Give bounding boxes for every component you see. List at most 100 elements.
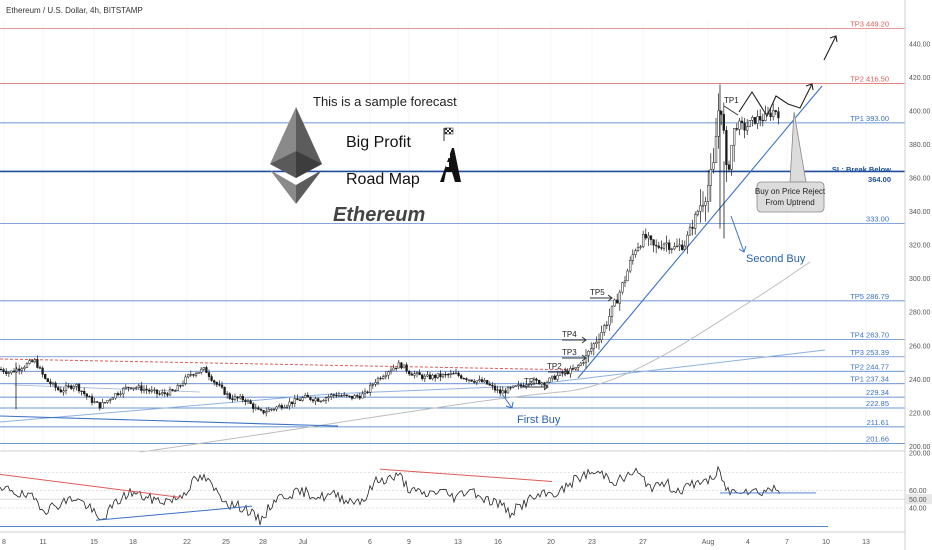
- candle-body-49: [127, 386, 130, 389]
- candle-body-263: [683, 245, 686, 250]
- finish-flag-icon: [443, 127, 454, 141]
- osc-red-trend-1: [0, 473, 181, 498]
- candle-body-78: [202, 367, 205, 370]
- candle-body-235: [610, 305, 614, 317]
- time-tick-10: 13: [454, 539, 462, 546]
- candle-body-94: [244, 399, 247, 402]
- candle-body-272: [707, 185, 710, 202]
- candle-body-196: [509, 387, 512, 389]
- candle-body-40: [103, 401, 107, 404]
- candle-body-36: [93, 401, 96, 403]
- price-tick-280: 280.00: [909, 310, 931, 317]
- candle-body-37: [96, 401, 99, 403]
- candle-body-183: [475, 380, 478, 383]
- candle-body-246: [639, 246, 642, 248]
- candle-body-293: [761, 119, 764, 122]
- candle-body-240: [623, 280, 627, 283]
- candle-body-34: [88, 396, 91, 398]
- candle-body-13: [33, 359, 36, 363]
- price-tick-300: 300.00: [909, 276, 931, 283]
- candle-body-278: [722, 114, 725, 131]
- candle-body-291: [756, 116, 759, 124]
- road-icon: [440, 148, 461, 182]
- candle-body-79: [205, 367, 208, 373]
- candle-body-143: [371, 384, 374, 386]
- candle-body-256: [665, 242, 668, 245]
- candle-body-250: [649, 235, 653, 240]
- candle-body-80: [207, 372, 211, 377]
- candle-body-33: [85, 393, 88, 397]
- candle-body-166: [431, 374, 434, 380]
- candle-body-213: [553, 375, 556, 380]
- candle-body-41: [106, 399, 109, 403]
- candle-body-290: [753, 117, 757, 124]
- candle-body-113: [293, 398, 296, 405]
- candle-body-173: [449, 373, 452, 375]
- candle-body-103: [267, 408, 270, 412]
- candle-body-275: [714, 136, 718, 163]
- candle-body-107: [278, 405, 281, 408]
- candle-body-57: [148, 389, 151, 392]
- candle-body-100: [259, 409, 263, 411]
- candle-body-190: [493, 385, 497, 391]
- candle-body-201: [522, 385, 525, 387]
- candle-body-54: [140, 385, 143, 391]
- candle-body-25: [64, 385, 68, 391]
- ethereum-text: Ethereum: [333, 204, 425, 226]
- candle-body-241: [626, 270, 629, 282]
- candle-body-84: [218, 384, 221, 386]
- candle-body-27: [70, 385, 73, 389]
- time-tick-16: 4: [746, 539, 750, 546]
- candle-body-63: [163, 392, 166, 394]
- ethereum-logo: [270, 107, 322, 204]
- candle-body-19: [49, 381, 52, 385]
- candle-body-280: [727, 164, 731, 170]
- candle-body-141: [366, 391, 369, 393]
- candle-body-254: [660, 247, 663, 249]
- candle-body-69: [179, 385, 182, 387]
- candle-body-199: [517, 384, 520, 387]
- candle-body-236: [613, 299, 616, 307]
- candle-body-99: [257, 407, 260, 410]
- candle-body-147: [382, 376, 385, 380]
- time-tick-18: 10: [822, 539, 830, 546]
- time-tick-4: 22: [183, 539, 191, 546]
- candle-body-85: [220, 384, 224, 388]
- osc-value-label: 50.00: [909, 497, 927, 504]
- candle-body-52: [135, 387, 138, 389]
- candle-body-186: [483, 380, 486, 383]
- candle-body-68: [176, 385, 179, 391]
- candle-body-117: [304, 395, 307, 399]
- candle-body-138: [358, 395, 361, 399]
- candle-body-116: [301, 397, 304, 401]
- osc-tick-3: 40.00: [909, 505, 927, 512]
- resistance-dashed-line: [0, 358, 581, 371]
- candle-body-192: [499, 389, 502, 394]
- time-tick-8: 6: [368, 539, 372, 546]
- candle-body-127: [330, 394, 333, 397]
- candle-body-0: [0, 368, 3, 371]
- osc-tick-1: 60.00: [909, 488, 927, 495]
- candle-body-110: [285, 405, 289, 408]
- candle-body-189: [491, 384, 494, 387]
- time-tick-17: 7: [785, 539, 789, 546]
- candle-body-227: [590, 348, 593, 352]
- candle-body-174: [452, 373, 455, 375]
- buy-callout: Buy on Price Reject From Uptrend: [755, 111, 826, 213]
- price-tick-200: 200.00: [909, 444, 931, 451]
- candle-body-296: [769, 112, 772, 117]
- candle-body-230: [597, 339, 601, 343]
- candle-body-124: [322, 400, 325, 402]
- candle-body-281: [730, 144, 733, 170]
- candle-body-76: [197, 372, 200, 374]
- tp-markers: [520, 105, 739, 391]
- tp4-mark: TP4: [562, 330, 577, 339]
- candle-body-59: [153, 389, 156, 391]
- price-tick-320: 320.00: [909, 243, 931, 250]
- candle-body-46: [119, 393, 122, 396]
- candle-body-92: [239, 396, 242, 399]
- candle-body-29: [75, 384, 78, 387]
- candle-body-266: [691, 226, 694, 229]
- candle-body-129: [335, 394, 338, 397]
